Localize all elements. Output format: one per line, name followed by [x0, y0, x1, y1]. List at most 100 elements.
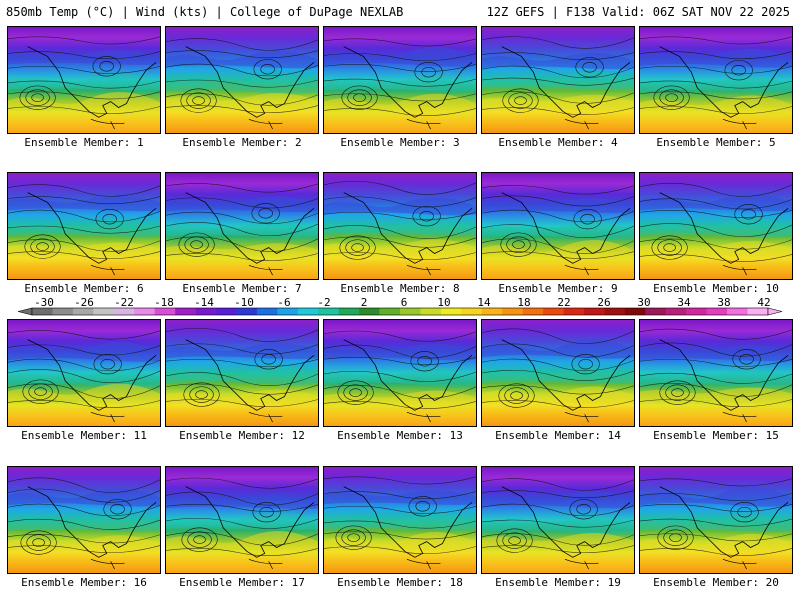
pressure-center-contour [731, 64, 746, 76]
ensemble-member-label: Ensemble Member: 2 [182, 136, 302, 149]
pressure-center-contour [730, 502, 759, 523]
ensemble-member-label: Ensemble Member: 18 [337, 576, 463, 589]
ensemble-member-label: Ensemble Member: 19 [495, 576, 621, 589]
height-contour [482, 251, 634, 260]
height-contour [166, 517, 318, 529]
pressure-center-contour [26, 534, 51, 551]
colorbar-segment [32, 308, 53, 315]
colorbar-segment [52, 308, 74, 315]
height-contour [482, 36, 634, 49]
coastline-caribbean [248, 264, 283, 276]
height-contour [482, 503, 634, 517]
pressure-center-contour [341, 529, 366, 546]
pressure-center-contour [353, 93, 366, 102]
pressure-center-contour [410, 351, 439, 372]
height-contour [166, 327, 318, 342]
map-canvas [324, 320, 476, 426]
pressure-center-contour [36, 242, 49, 251]
height-contour [640, 478, 792, 487]
coastline-caribbean [564, 558, 599, 570]
height-contour [8, 36, 160, 45]
colorbar-segment [216, 308, 237, 315]
pressure-center-contour [741, 209, 756, 220]
pressure-center-contour [195, 390, 208, 399]
pressure-center-contour [569, 499, 598, 520]
height-contour [324, 93, 476, 102]
height-contour [482, 490, 634, 499]
ensemble-map-18 [323, 466, 477, 574]
height-contour [8, 400, 160, 408]
map-canvas [482, 320, 634, 426]
colorbar-segment [72, 308, 94, 315]
ensemble-member-label: Ensemble Member: 1 [24, 136, 144, 149]
height-contour [640, 504, 792, 512]
height-contour [482, 400, 634, 408]
height-contour [166, 183, 318, 193]
temperature-field [8, 467, 160, 573]
colorbar-segment [686, 308, 707, 315]
temperature-band [640, 48, 792, 68]
height-contour [8, 239, 160, 252]
header-title: 850mb Temp (°C) | Wind (kts) | College o… [6, 5, 404, 19]
height-contour [8, 330, 160, 340]
height-contour [324, 505, 476, 514]
map-canvas [324, 27, 476, 133]
height-contour [8, 51, 160, 60]
height-contour [8, 65, 160, 74]
height-contour [482, 533, 634, 546]
height-contour [324, 491, 476, 500]
pressure-center-contour [508, 92, 533, 109]
temperature-band [8, 341, 160, 362]
colorbar-tick-label: 10 [437, 296, 450, 309]
temperature-band [482, 221, 634, 239]
temperature-band [8, 535, 160, 553]
colorbar-tick-label: -10 [234, 296, 254, 309]
pressure-center-contour [93, 354, 122, 375]
ensemble-member-label: Ensemble Member: 20 [653, 576, 779, 589]
colorbar-min-arrow [17, 307, 33, 316]
height-contour [640, 106, 792, 114]
height-contour [8, 184, 160, 197]
pressure-center-contour [421, 66, 436, 78]
height-contour [324, 401, 476, 409]
height-contour [8, 196, 160, 205]
height-contour [8, 225, 160, 234]
ensemble-member-label: Ensemble Member: 13 [337, 429, 463, 442]
height-contour [166, 93, 318, 106]
ensemble-map-20 [639, 466, 793, 574]
pressure-center-contour [187, 531, 212, 548]
temperature-field [482, 27, 634, 133]
pressure-center-contour [103, 499, 132, 520]
map-canvas [640, 173, 792, 279]
header-run-info: 12Z GEFS | F138 Valid: 06Z SAT NOV 22 20… [486, 5, 790, 19]
colorbar-segment [481, 308, 503, 315]
height-contour [8, 369, 160, 384]
pressure-center-contour [408, 496, 437, 517]
coastline-caribbean [722, 264, 757, 276]
coastline [343, 486, 473, 558]
coastline-caribbean [90, 118, 125, 130]
coastline [27, 339, 157, 411]
height-contour [8, 383, 160, 399]
height-contour [640, 51, 792, 60]
height-contour [324, 531, 476, 540]
height-contour [166, 197, 318, 209]
map-canvas [8, 320, 160, 426]
map-canvas [482, 173, 634, 279]
pressure-center-contour [335, 525, 372, 550]
height-contour [482, 77, 634, 86]
pressure-center-contour [341, 85, 378, 110]
temperature-band [482, 94, 634, 111]
map-canvas [166, 320, 318, 426]
height-contour [166, 531, 318, 546]
temperature-band [324, 239, 476, 257]
temperature-field [166, 320, 318, 426]
pressure-center-contour [339, 235, 376, 260]
map-canvas [166, 27, 318, 133]
pressure-center-contour [181, 527, 218, 552]
height-contour [324, 53, 476, 61]
coastline-caribbean [564, 264, 599, 276]
height-contour [8, 91, 160, 100]
pressure-center-contour [192, 96, 205, 105]
height-contour [8, 503, 160, 517]
